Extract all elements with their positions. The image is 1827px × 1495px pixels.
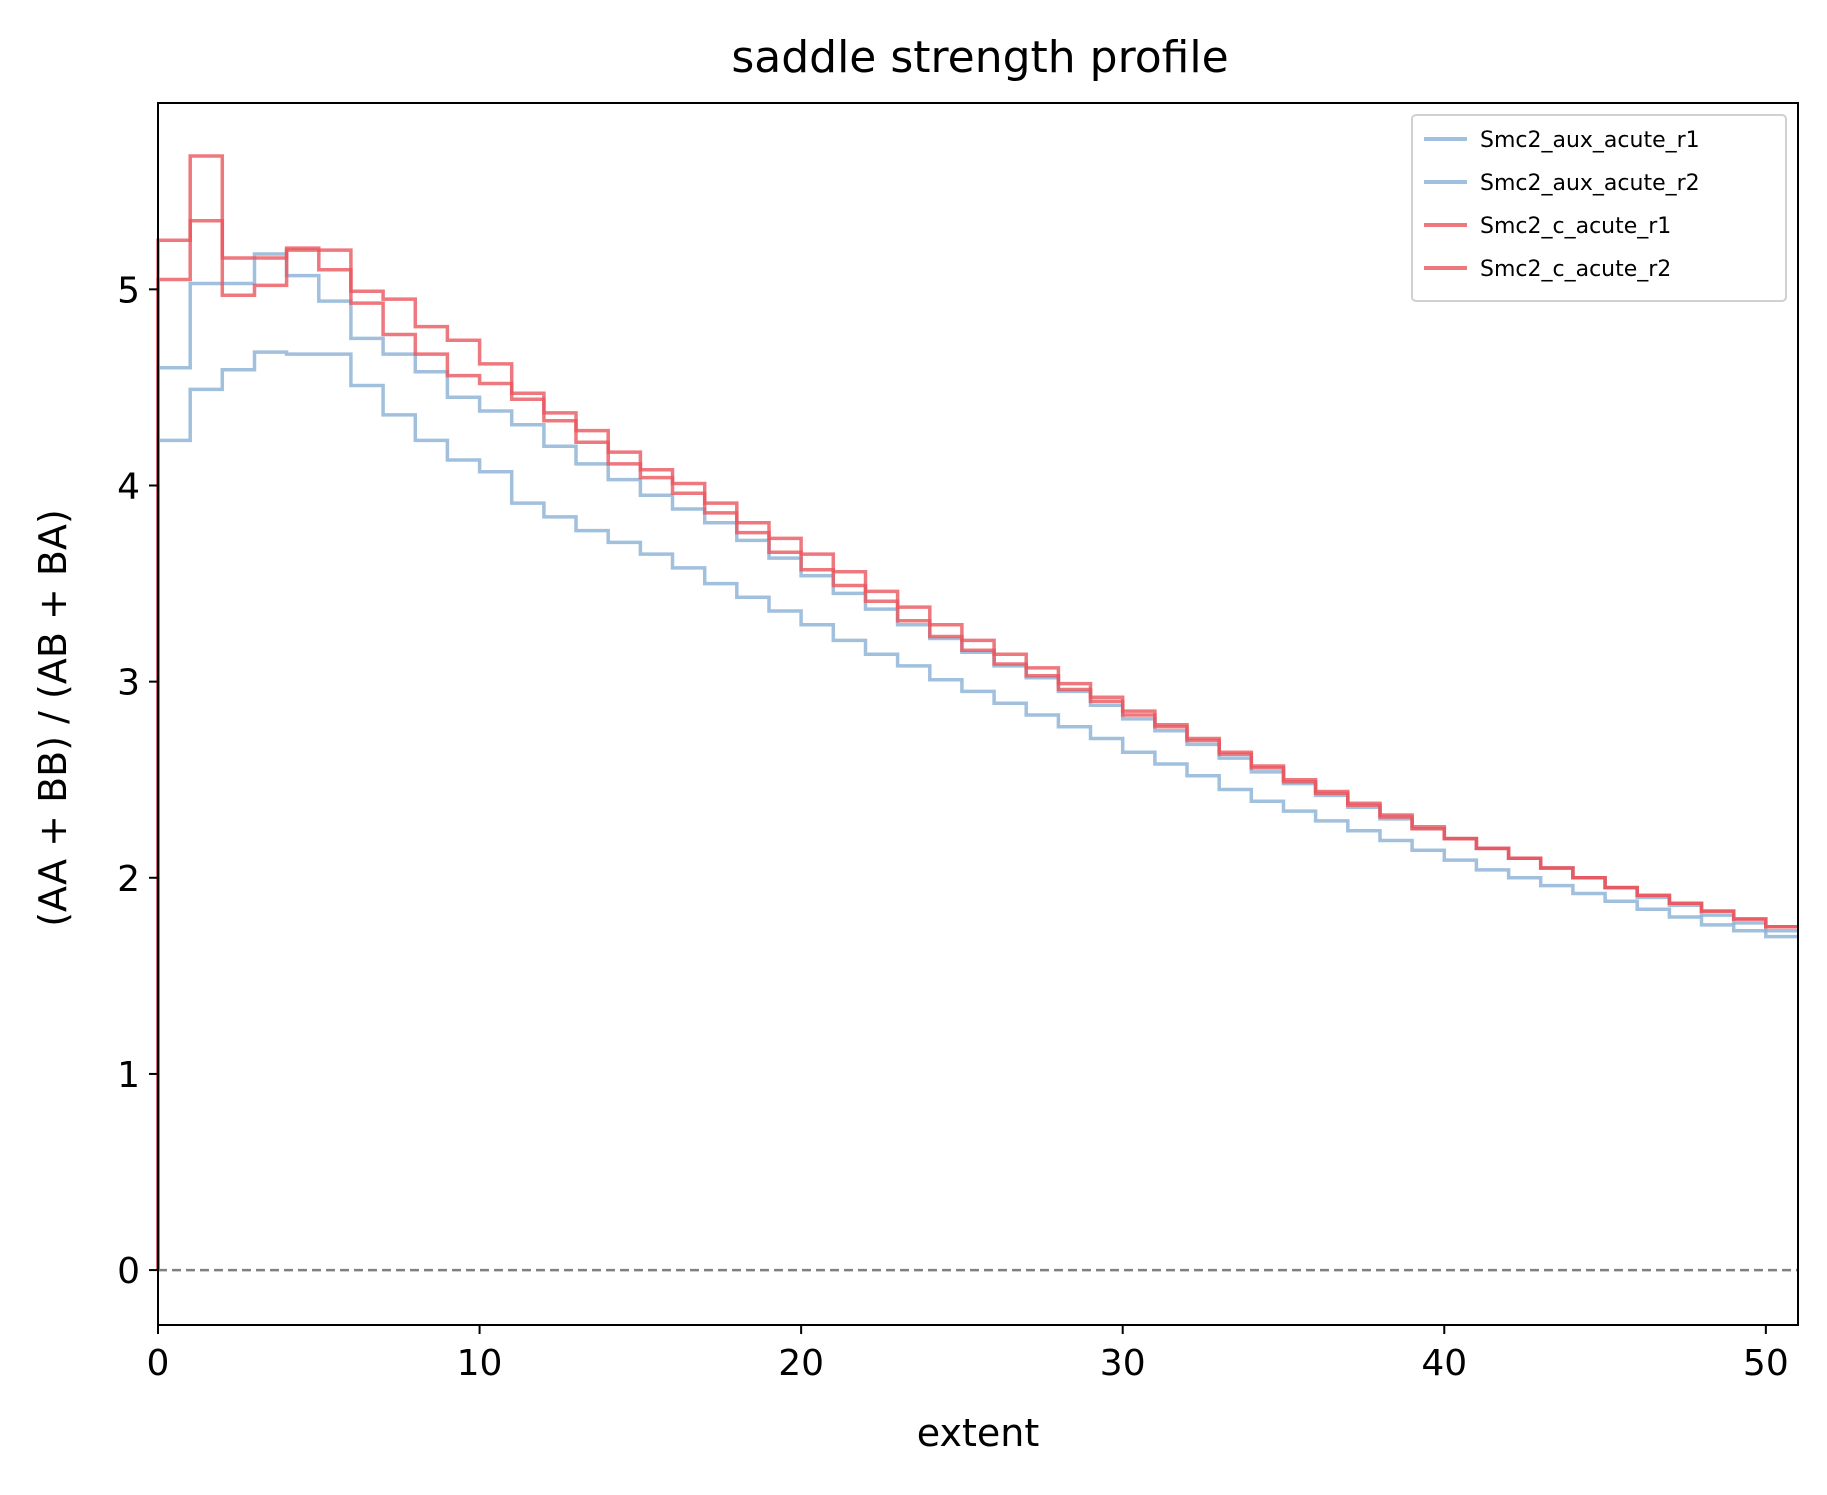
y-tick-label: 1 bbox=[117, 1055, 140, 1096]
series-line-Smc2_c_acute_r2 bbox=[156, 154, 1798, 1271]
y-axis-label: (AA + BB) / (AB + BA) bbox=[31, 509, 75, 927]
plot-lines bbox=[156, 154, 1798, 1272]
chart-title: saddle strength profile bbox=[731, 32, 1228, 83]
legend-box bbox=[1411, 114, 1787, 302]
y-tick-label: 3 bbox=[117, 663, 140, 704]
legend-label: Smc2_aux_acute_r1 bbox=[1480, 128, 1700, 153]
legend-label: Smc2_c_acute_r2 bbox=[1480, 257, 1671, 282]
y-axis: 0 1 2 3 4 5 bbox=[117, 270, 158, 1292]
x-axis-label: extent bbox=[917, 1411, 1039, 1455]
legend-label: Smc2_aux_acute_r2 bbox=[1480, 171, 1700, 196]
y-tick-label: 2 bbox=[117, 859, 140, 900]
plot-frame bbox=[157, 102, 1799, 1326]
y-tick-label: 5 bbox=[117, 270, 140, 311]
x-tick-label: 40 bbox=[1421, 1343, 1467, 1384]
legend: Smc2_aux_acute_r1 Smc2_aux_acute_r2 Smc2_c… bbox=[1411, 114, 1787, 302]
legend-label: Smc2_c_acute_r1 bbox=[1480, 214, 1671, 239]
x-tick-label: 20 bbox=[778, 1343, 824, 1384]
y-tick-label: 4 bbox=[117, 466, 140, 507]
series-line-Smc2_aux_acute_r2 bbox=[156, 350, 1798, 1271]
x-axis: 0 10 20 30 40 50 bbox=[147, 1325, 1789, 1384]
x-tick-label: 0 bbox=[147, 1343, 170, 1384]
x-tick-label: 50 bbox=[1743, 1343, 1789, 1384]
x-tick-label: 10 bbox=[457, 1343, 503, 1384]
x-tick-label: 30 bbox=[1100, 1343, 1146, 1384]
y-tick-label: 0 bbox=[117, 1251, 140, 1292]
